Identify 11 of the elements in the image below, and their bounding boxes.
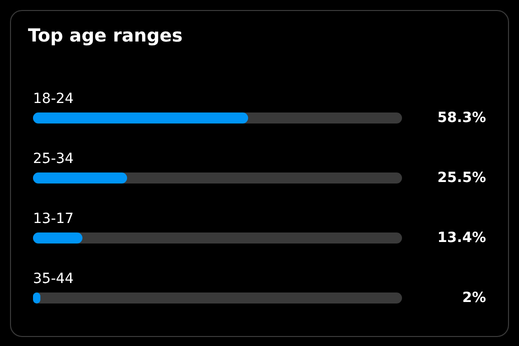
- y-tick-label: 13-17: [33, 211, 74, 227]
- data-label: 58.3%: [437, 110, 486, 126]
- bar: [33, 172, 128, 184]
- bar: [33, 232, 82, 244]
- chart-title: Top age ranges: [28, 26, 183, 46]
- y-tick-label: 18-24: [33, 91, 74, 107]
- y-tick-label: 35-44: [33, 271, 74, 287]
- data-label: 2%: [462, 290, 486, 306]
- y-tick-label: 25-34: [33, 151, 74, 167]
- data-label: 13.4%: [437, 230, 486, 246]
- data-label: 25.5%: [437, 170, 486, 186]
